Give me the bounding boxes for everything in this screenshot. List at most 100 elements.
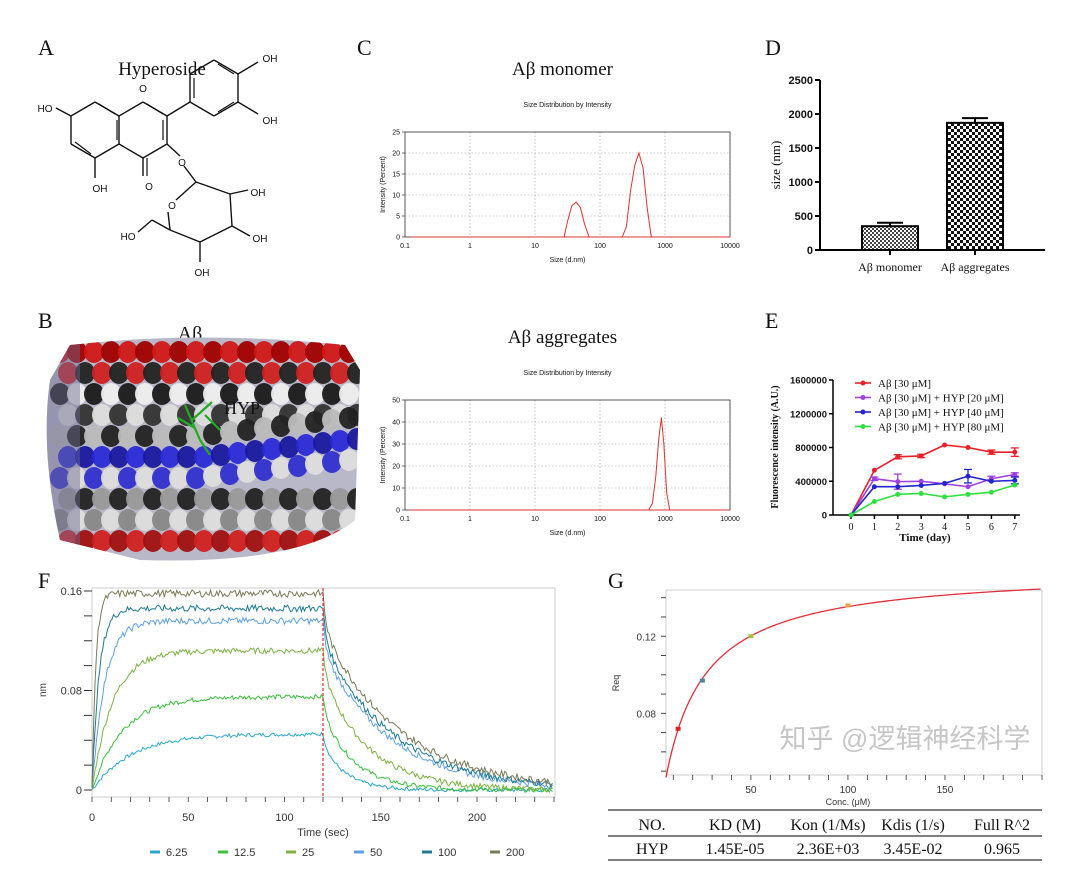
surface-patch <box>84 341 104 363</box>
surface-patch <box>296 434 316 456</box>
x-tick-label: 10000 <box>720 243 740 250</box>
surface-patch <box>109 446 129 468</box>
double-bond <box>217 101 235 113</box>
ligand-stick <box>183 404 202 441</box>
surface-patch <box>92 530 112 552</box>
data-point <box>942 480 948 486</box>
surface-patch <box>313 488 333 510</box>
surface-patch <box>254 417 274 439</box>
bond <box>199 225 233 243</box>
surface-patch <box>58 488 78 510</box>
y-tick-label: 400000 <box>795 477 827 488</box>
legend-label: Aβ [30 μM] + HYP [40 μM] <box>878 407 1004 419</box>
distribution-curve <box>648 417 671 511</box>
surface-patch <box>220 421 240 443</box>
surface-patch <box>305 411 325 433</box>
surface-patch <box>203 383 223 405</box>
x-tick-label: 6 <box>989 522 994 533</box>
surface-patch <box>330 530 350 552</box>
y-tick-label: 0.08 <box>61 686 82 698</box>
table-cell: 1.45E-05 <box>705 841 764 858</box>
surface-patch <box>75 404 95 426</box>
surface-patch <box>288 455 308 477</box>
surface-patch <box>169 467 189 489</box>
x-tick-label: 10 <box>531 516 539 523</box>
panel-label-C: C <box>357 35 372 60</box>
surface-patch <box>313 530 333 552</box>
surface-patch <box>322 509 342 531</box>
fit-curve <box>665 588 1041 778</box>
surface-patch <box>67 383 87 405</box>
surface-patch <box>237 383 257 405</box>
surface-patch <box>211 444 231 466</box>
x-tick-label: 1 <box>872 522 877 533</box>
surface-patch <box>220 509 240 531</box>
legend-marker <box>860 424 866 429</box>
surface-patch <box>135 509 155 531</box>
surface-patch <box>67 425 87 447</box>
surface-patch <box>152 341 172 363</box>
ligand-label: HYP <box>224 398 260 418</box>
atom-label: OH <box>253 234 268 245</box>
category-label: Aβ aggregates <box>940 260 1009 274</box>
surface-patch <box>135 425 155 447</box>
y-tick-label: 30 <box>392 442 400 449</box>
double-bond <box>217 63 235 75</box>
bond <box>229 193 233 227</box>
legend-label: 100 <box>438 847 456 859</box>
surface-patch <box>75 362 95 384</box>
chart-title: Size Distribution by Intensity <box>524 102 612 109</box>
double-bond <box>98 103 116 115</box>
x-tick-label: 0 <box>849 522 854 533</box>
surface-patch <box>50 467 70 489</box>
surface-patch <box>67 341 87 363</box>
surface-patch <box>347 530 361 552</box>
data-point <box>699 678 705 683</box>
surface-patch <box>254 341 274 363</box>
surface-patch <box>305 453 325 475</box>
chart-heading: Aβ monomer <box>512 59 614 80</box>
ligand-stick <box>204 414 221 431</box>
bond <box>70 143 96 159</box>
x-tick-label: 4 <box>942 522 947 533</box>
surface-patch <box>143 488 163 510</box>
x-tick-label: 150 <box>372 812 390 824</box>
surface-patch <box>118 425 138 447</box>
surface-patch <box>203 465 223 487</box>
x-tick-label: 50 <box>182 812 194 824</box>
atom-label: OH <box>263 116 278 127</box>
y-tick-label: 0 <box>822 511 827 522</box>
surface-patch <box>330 430 350 452</box>
surface-patch <box>271 457 291 479</box>
panel-label-D: D <box>765 35 781 60</box>
sensorgram-curve <box>91 616 553 789</box>
data-point <box>918 478 924 484</box>
surface-patch <box>228 530 248 552</box>
x-axis-label: Time (day) <box>899 532 951 544</box>
y-tick-label: 2500 <box>789 75 813 87</box>
surface-patch <box>203 341 223 363</box>
y-axis-label: Fluorescence intensity (A.U.) <box>770 385 781 508</box>
data-point <box>675 726 681 731</box>
table-cell: 3.45E-02 <box>883 841 942 858</box>
bond <box>175 181 197 201</box>
surface-patch <box>109 530 129 552</box>
surface-patch <box>305 383 325 405</box>
surface-patch <box>245 488 265 510</box>
surface-patch <box>211 530 231 552</box>
surface-patch <box>152 383 172 405</box>
bond <box>166 143 181 157</box>
x-tick-label: 0.1 <box>400 243 410 250</box>
surface-patch <box>305 509 325 531</box>
x-axis-label: Conc. (μM) <box>826 797 871 807</box>
surface-patch <box>152 509 172 531</box>
surface-patch <box>118 467 138 489</box>
surface-patch <box>109 404 129 426</box>
ligand-stick <box>191 401 213 421</box>
legend-label: 6.25 <box>166 847 187 859</box>
atom-label: OH <box>93 184 108 195</box>
x-tick-label: 2 <box>895 522 900 533</box>
atom-label: OH <box>195 268 210 279</box>
atom-label: HO <box>38 104 53 115</box>
surface-patch <box>330 362 350 384</box>
